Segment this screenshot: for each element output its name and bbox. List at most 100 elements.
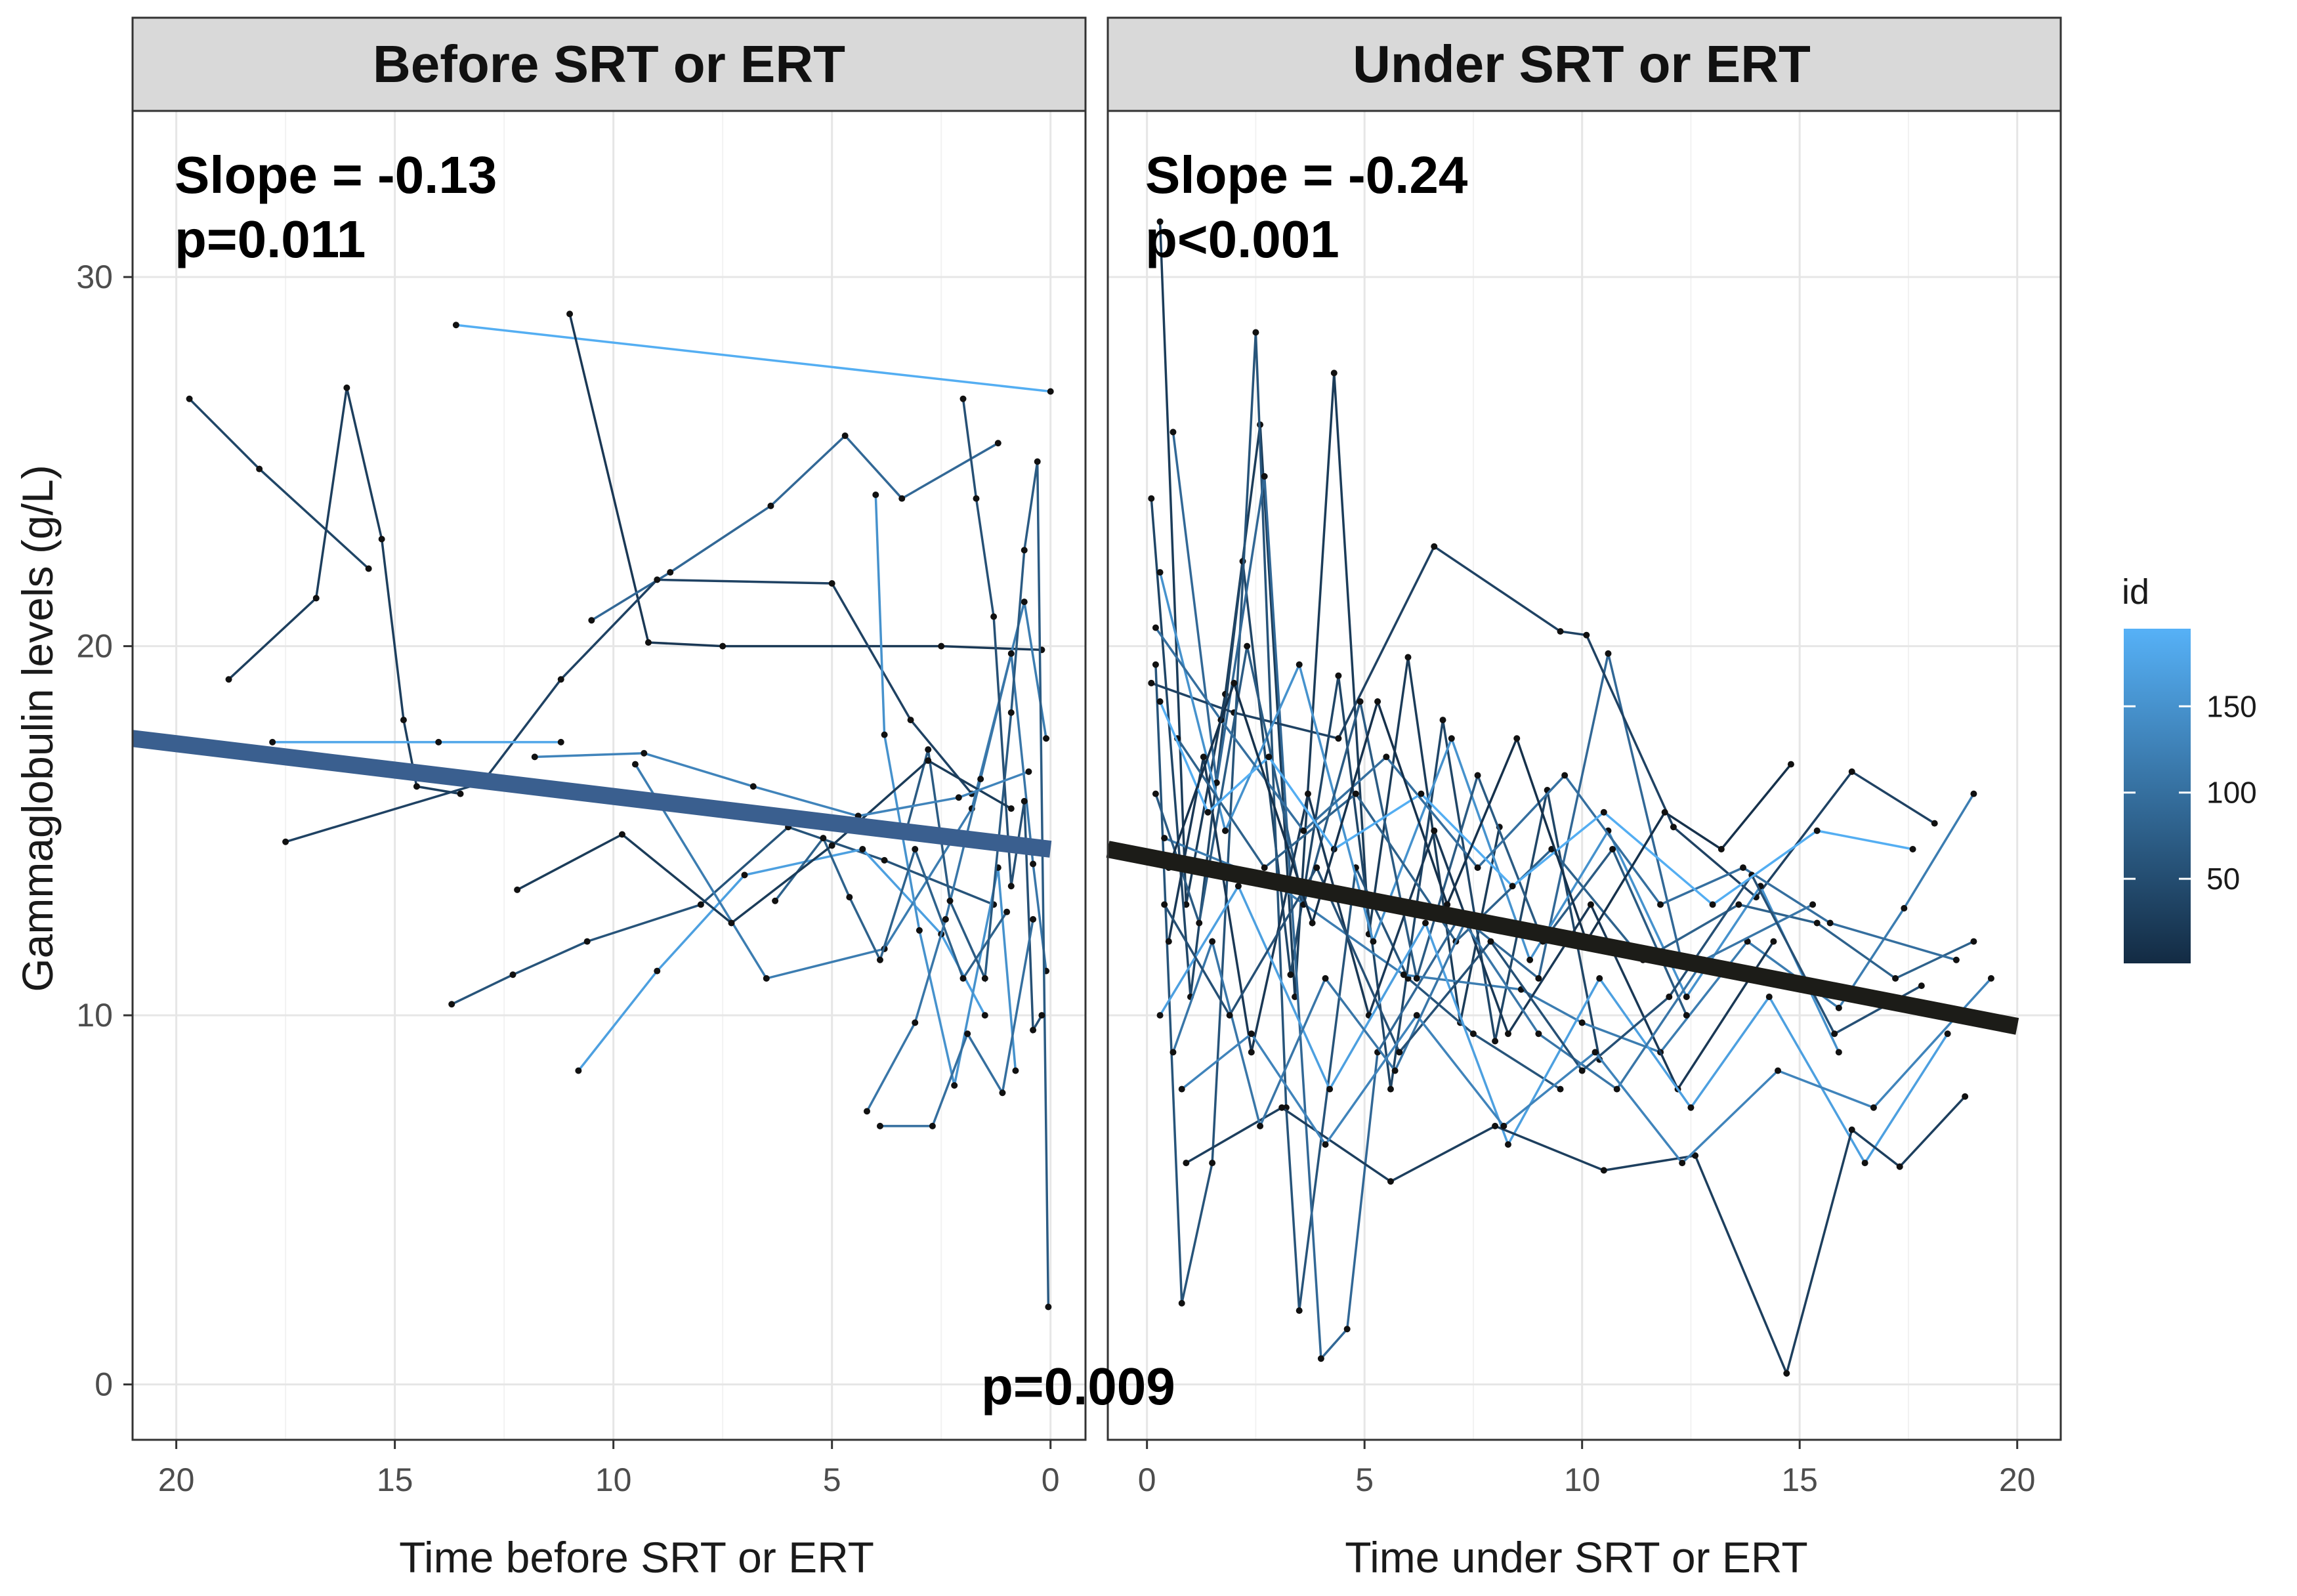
data-point — [1330, 369, 1338, 377]
strip-under-label: Under SRT or ERT — [1353, 35, 1811, 93]
data-point — [828, 580, 835, 587]
data-point — [1944, 1030, 1951, 1038]
legend-title: id — [2122, 572, 2149, 612]
data-point — [1161, 835, 1168, 842]
data-point — [1278, 1104, 1286, 1111]
data-point — [1809, 901, 1817, 908]
data-point — [282, 838, 289, 845]
data-point — [828, 842, 835, 849]
series-line-id-190 — [1158, 701, 1913, 906]
data-point — [1387, 1085, 1394, 1093]
panel-under: Under SRT or ERT Slope = -0.24 p<0.001 0… — [1106, 16, 2062, 1582]
y-tick-label: 30 — [76, 259, 113, 295]
data-point — [225, 676, 232, 683]
series-line-id-190 — [455, 324, 1051, 393]
data-point — [876, 1122, 883, 1129]
data-point — [1535, 1030, 1542, 1038]
panel-before-fit — [131, 730, 1052, 858]
data-point — [938, 642, 945, 650]
panel-before-series — [186, 310, 1054, 1311]
y-tick-label: 0 — [95, 1366, 113, 1403]
strip-under — [1106, 16, 2062, 112]
data-point — [1492, 1122, 1499, 1129]
panel-before: Before SRT or ERT Slope = -0.13 p=0.011 … — [131, 16, 1087, 1582]
data-point — [1431, 827, 1438, 834]
data-point — [881, 856, 888, 864]
data-point — [1970, 938, 1977, 945]
data-point — [1222, 827, 1229, 834]
data-point — [929, 1122, 936, 1129]
data-point — [1487, 938, 1494, 945]
data-point — [1383, 753, 1390, 761]
data-point — [990, 613, 998, 620]
data-point — [1261, 864, 1268, 872]
series-line-id-130 — [534, 752, 1030, 818]
data-point — [1444, 901, 1451, 908]
data-point — [1296, 1307, 1303, 1314]
data-point — [1683, 994, 1690, 1000]
data-point — [994, 440, 1001, 447]
data-point — [1509, 883, 1516, 890]
data-point — [588, 617, 595, 624]
data-point — [312, 595, 320, 602]
y-tick-label: 20 — [76, 628, 113, 665]
data-point — [448, 1001, 455, 1008]
data-point — [1557, 628, 1564, 635]
panel-before-slope-label: Slope = -0.13 — [175, 146, 497, 204]
data-point — [1717, 846, 1725, 852]
x-tick-label: 15 — [1781, 1461, 1818, 1498]
data-point — [1178, 1085, 1185, 1093]
data-point — [1578, 1067, 1586, 1074]
data-point — [1400, 971, 1407, 978]
data-point — [1527, 956, 1534, 963]
series-line-id-60 — [1154, 332, 1561, 1311]
data-point — [1152, 661, 1159, 668]
data-point — [999, 1089, 1006, 1097]
series-line-id-170 — [1159, 883, 1949, 1166]
data-point — [1504, 1141, 1511, 1148]
data-point — [1003, 908, 1011, 915]
data-point — [1178, 1299, 1185, 1307]
data-point — [1021, 547, 1028, 554]
data-point — [1244, 642, 1251, 650]
data-point — [1204, 808, 1212, 816]
data-point — [566, 310, 574, 318]
data-point — [1183, 1160, 1190, 1167]
data-point — [667, 569, 674, 576]
data-point — [1309, 919, 1316, 927]
data-point — [1200, 753, 1207, 761]
x-tick-label: 0 — [1042, 1461, 1060, 1498]
data-point — [1370, 938, 1377, 945]
data-point — [973, 495, 980, 502]
series-line-id-90 — [1171, 432, 1683, 1362]
data-point — [1231, 679, 1238, 686]
data-point — [1161, 901, 1168, 908]
data-point — [1848, 768, 1855, 775]
data-point — [1561, 772, 1569, 779]
data-point — [1413, 975, 1420, 982]
panel-under-x-axis: 0 5 10 15 20 — [1138, 1440, 2036, 1498]
legend-tick-label: 50 — [2206, 862, 2240, 896]
data-point — [772, 897, 779, 904]
data-point — [1352, 790, 1359, 797]
data-point — [1657, 901, 1664, 908]
data-point — [946, 897, 954, 904]
x-tick-label: 0 — [1138, 1461, 1156, 1498]
panel-under-fit — [1106, 841, 2019, 1035]
y-axis: 0 10 20 30 — [76, 259, 133, 1403]
data-point — [1287, 971, 1294, 978]
data-point — [916, 927, 923, 934]
data-point — [557, 676, 564, 683]
data-point — [767, 502, 774, 509]
data-point — [1735, 901, 1742, 908]
strip-before-label: Before SRT or ERT — [373, 35, 845, 93]
series-line-id-30 — [1185, 1095, 1966, 1377]
data-point — [907, 717, 914, 724]
data-point — [654, 967, 661, 975]
data-point — [1587, 901, 1594, 908]
data-point — [977, 776, 984, 783]
data-point — [863, 1108, 870, 1115]
data-point — [365, 565, 372, 572]
data-point — [925, 746, 932, 753]
data-point — [1600, 808, 1607, 816]
